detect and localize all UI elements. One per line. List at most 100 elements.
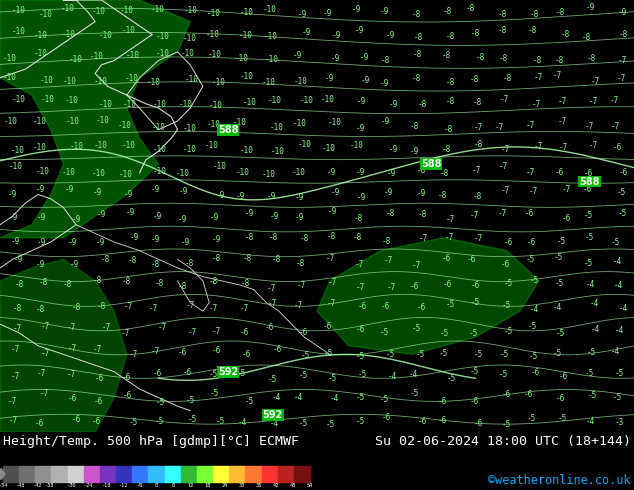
Text: -10: -10 — [271, 147, 285, 156]
Text: -7: -7 — [149, 303, 158, 313]
Text: 588: 588 — [218, 124, 238, 135]
Text: -5: -5 — [358, 370, 367, 379]
Text: -6: -6 — [410, 282, 419, 291]
Text: -5: -5 — [526, 255, 534, 265]
Text: -6: -6 — [381, 413, 391, 422]
Text: -5: -5 — [326, 420, 335, 430]
Text: -9: -9 — [356, 168, 365, 177]
Text: -8: -8 — [471, 29, 481, 38]
Text: -5: -5 — [446, 300, 455, 309]
Text: -8: -8 — [476, 53, 484, 62]
Bar — [51, 466, 68, 482]
Text: -8: -8 — [63, 280, 72, 289]
Text: -9: -9 — [124, 191, 133, 199]
Text: -7: -7 — [531, 100, 541, 109]
Text: -5: -5 — [186, 395, 195, 405]
Text: -7: -7 — [188, 328, 197, 337]
Text: -6: -6 — [559, 372, 568, 381]
Text: -8: -8 — [150, 260, 160, 269]
Text: -4: -4 — [409, 370, 418, 379]
Bar — [230, 466, 245, 482]
Text: 24: 24 — [222, 483, 228, 488]
Text: -10: -10 — [240, 7, 254, 17]
Text: -5: -5 — [618, 209, 626, 218]
Text: -4: -4 — [387, 372, 397, 381]
Text: -8: -8 — [498, 10, 507, 19]
Text: -8: -8 — [354, 215, 363, 223]
Text: -9: -9 — [216, 191, 224, 200]
Bar — [68, 466, 84, 482]
Text: -10: -10 — [12, 95, 25, 104]
Text: -10: -10 — [297, 140, 311, 148]
Text: -8: -8 — [587, 54, 596, 63]
Text: -5: -5 — [556, 329, 566, 338]
Text: -8: -8 — [268, 233, 278, 242]
Text: -8: -8 — [474, 141, 483, 149]
Text: -7: -7 — [384, 256, 393, 265]
Bar — [213, 466, 230, 482]
Text: -7: -7 — [67, 323, 76, 332]
Text: -9: -9 — [417, 189, 426, 198]
Text: -5: -5 — [245, 397, 254, 406]
Text: -5: -5 — [155, 398, 165, 407]
Text: -7: -7 — [617, 56, 626, 65]
Text: -10: -10 — [243, 98, 257, 107]
Text: -8: -8 — [503, 74, 512, 83]
Text: -5: -5 — [615, 369, 624, 378]
Polygon shape — [0, 0, 190, 238]
Text: -8: -8 — [296, 259, 305, 268]
Text: -7: -7 — [157, 323, 167, 333]
Text: -10: -10 — [270, 123, 284, 132]
Text: -10: -10 — [262, 5, 276, 14]
Text: -5: -5 — [439, 349, 448, 359]
Text: -7: -7 — [67, 370, 76, 379]
Text: -9: -9 — [330, 188, 340, 197]
Text: -9: -9 — [380, 117, 390, 125]
Text: -5: -5 — [301, 351, 309, 360]
Text: -10: -10 — [94, 77, 108, 86]
Text: -7: -7 — [150, 346, 160, 356]
Text: -9: -9 — [245, 210, 254, 219]
Text: -4: -4 — [591, 325, 600, 334]
Text: 18: 18 — [205, 483, 210, 488]
Text: -9: -9 — [361, 76, 370, 85]
Bar — [148, 466, 165, 482]
Text: -10: -10 — [240, 72, 254, 80]
Text: -7: -7 — [41, 322, 50, 331]
Text: -6: -6 — [531, 368, 540, 377]
Text: -5: -5 — [553, 349, 562, 358]
Bar — [84, 466, 100, 482]
Text: -5: -5 — [586, 348, 595, 357]
Bar — [100, 466, 116, 482]
Text: 592: 592 — [262, 410, 283, 420]
Text: -5: -5 — [554, 253, 563, 262]
Text: -10: -10 — [233, 118, 247, 127]
Text: -10: -10 — [61, 4, 75, 13]
Text: -5: -5 — [237, 368, 246, 378]
Text: -6: -6 — [583, 169, 593, 178]
Text: -9: -9 — [356, 98, 365, 106]
Text: -6: -6 — [501, 260, 510, 269]
Text: -8: -8 — [211, 254, 221, 263]
Text: -8: -8 — [184, 259, 194, 268]
Text: -10: -10 — [185, 75, 199, 84]
Text: -10: -10 — [264, 54, 278, 64]
Text: -8: -8 — [72, 303, 81, 313]
Text: -10: -10 — [207, 9, 221, 18]
Text: -8: -8 — [498, 53, 508, 63]
Text: -7: -7 — [591, 76, 600, 86]
Text: -7: -7 — [562, 185, 571, 194]
Text: -5: -5 — [385, 350, 394, 359]
Text: -7: -7 — [67, 344, 77, 353]
Text: -9: -9 — [150, 185, 160, 194]
Text: -4: -4 — [590, 299, 598, 308]
Text: -10: -10 — [294, 77, 307, 86]
Text: -6: -6 — [501, 390, 511, 399]
Bar — [262, 466, 278, 482]
Text: -9: -9 — [387, 169, 396, 178]
Text: -8: -8 — [618, 30, 628, 39]
Text: -9: -9 — [96, 238, 105, 246]
Text: -7: -7 — [185, 301, 195, 311]
Text: -9: -9 — [130, 233, 139, 242]
Text: -10: -10 — [98, 31, 112, 40]
